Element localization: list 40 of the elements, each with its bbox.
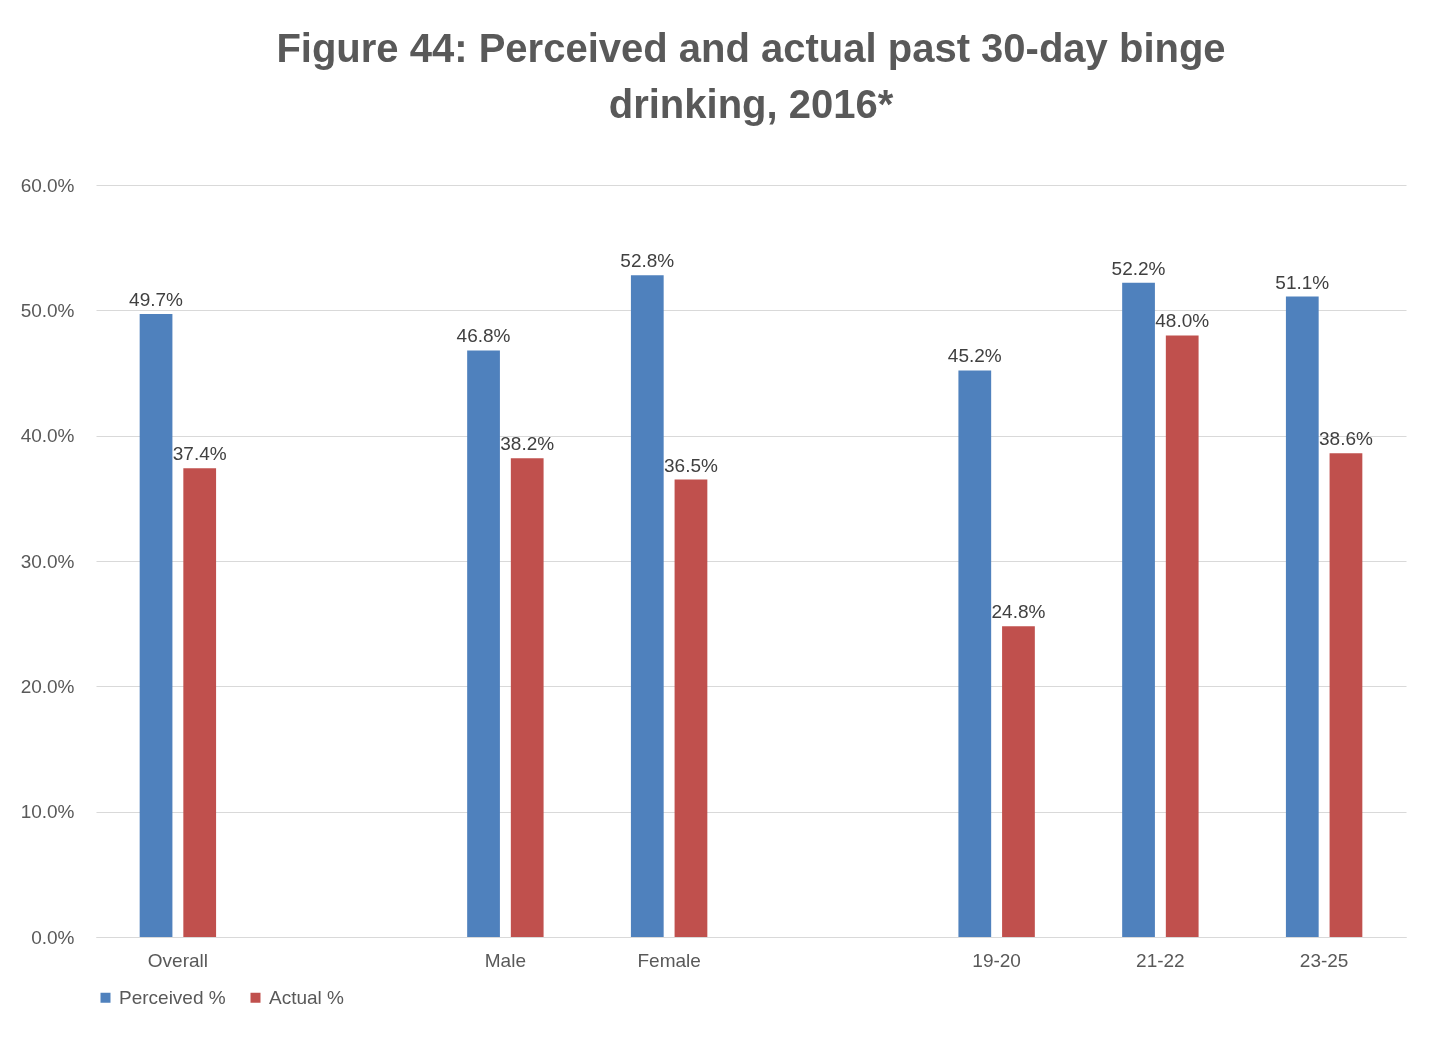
chart-title: Figure 44: Perceived and actual past 30-day binge drinking, 2016*: [276, 26, 1226, 126]
data-label: 46.8%: [456, 325, 511, 347]
bar: [1165, 335, 1199, 937]
x-tick-label: 21-22: [1136, 949, 1185, 971]
data-label: 52.2%: [1111, 257, 1166, 279]
bar: [1002, 626, 1035, 937]
y-tick-label: 40.0%: [20, 425, 75, 447]
x-tick-label: Overall: [147, 949, 208, 971]
legend-label: Perceived %: [119, 986, 226, 1008]
bar: [510, 458, 544, 937]
bar: [958, 370, 992, 937]
bar: [183, 468, 217, 937]
bar: [467, 350, 500, 937]
data-label: 38.2%: [500, 433, 555, 455]
y-tick-label: 10.0%: [20, 801, 75, 823]
bar: [630, 275, 664, 937]
bar: [139, 314, 173, 937]
bar: [1285, 296, 1319, 937]
data-label: 38.6%: [1319, 428, 1373, 450]
x-tick-label: 19-20: [972, 949, 1021, 971]
bar: [1329, 453, 1363, 937]
data-label: 48.0%: [1155, 310, 1210, 332]
data-label: 52.8%: [620, 250, 675, 272]
y-tick-label: 20.0%: [20, 675, 75, 697]
data-label: 49.7%: [129, 289, 184, 311]
data-label: 37.4%: [172, 443, 227, 465]
bar: [674, 479, 708, 937]
x-tick-label: Female: [637, 949, 701, 971]
y-tick-label: 60.0%: [20, 174, 75, 196]
y-tick-label: 0.0%: [31, 926, 75, 948]
data-label: 36.5%: [664, 454, 718, 476]
data-label: 45.2%: [947, 345, 1002, 367]
x-tick-label: 23-25: [1299, 949, 1349, 971]
data-label: 24.8%: [991, 601, 1046, 623]
y-tick-label: 50.0%: [20, 299, 75, 321]
bar: [1122, 282, 1155, 937]
data-label: 51.1%: [1275, 271, 1330, 293]
x-tick-label: Male: [484, 949, 526, 971]
legend-label: Actual %: [269, 986, 345, 1008]
y-tick-label: 30.0%: [20, 550, 75, 572]
